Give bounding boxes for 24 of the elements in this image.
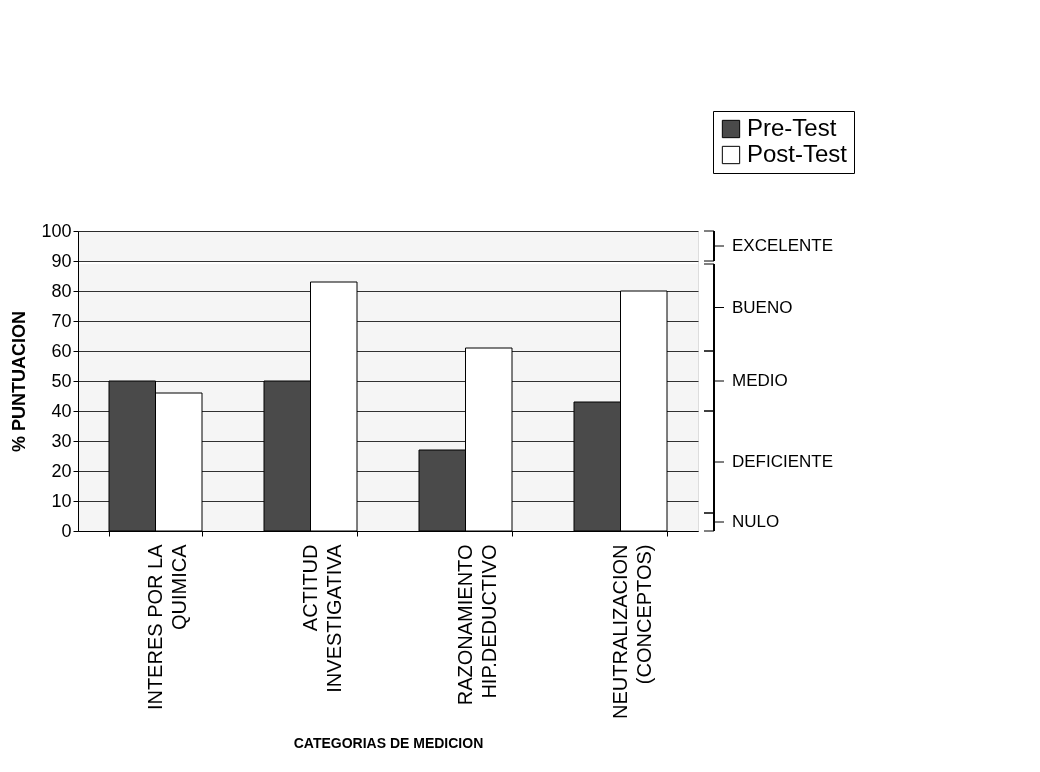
y-tick-label: 50	[51, 370, 72, 391]
band-label: NULO	[732, 512, 780, 531]
y-tick-label: 70	[51, 310, 72, 331]
y-tick-label: 30	[51, 430, 72, 451]
x-tick-label: NEUTRALIZACION (CONCEPTOS)	[609, 544, 655, 719]
band-label: EXCELENTE	[732, 236, 834, 255]
x-tick-label: ACTITUD INVESTIGATIVA	[299, 543, 345, 693]
y-tick-label: 60	[51, 340, 72, 361]
y-tick-label: 90	[51, 250, 72, 271]
x-tick-label: INTERES POR LA QUIMICA	[144, 543, 190, 711]
y-tick-label: 100	[41, 220, 72, 241]
legend-label: Post-Test	[747, 140, 848, 167]
y-tick-label: 0	[61, 520, 72, 541]
legend-label: Pre-Test	[747, 114, 837, 141]
band-label: MEDIO	[732, 371, 788, 390]
y-tick-label: 80	[51, 280, 72, 301]
x-tick-label: RAZONAMIENTO HIP.DEDUCTIVO	[454, 544, 500, 706]
band-label: BUENO	[732, 297, 793, 317]
y-tick-label: 10	[51, 490, 72, 511]
y-axis-title: % PUNTUACION	[9, 310, 30, 453]
y-tick-label: 40	[51, 400, 72, 421]
band-label: DEFICIENTE	[732, 452, 834, 471]
x-axis-title: CATEGORIAS DE MEDICION	[293, 734, 484, 751]
y-tick-label: 20	[51, 460, 72, 481]
